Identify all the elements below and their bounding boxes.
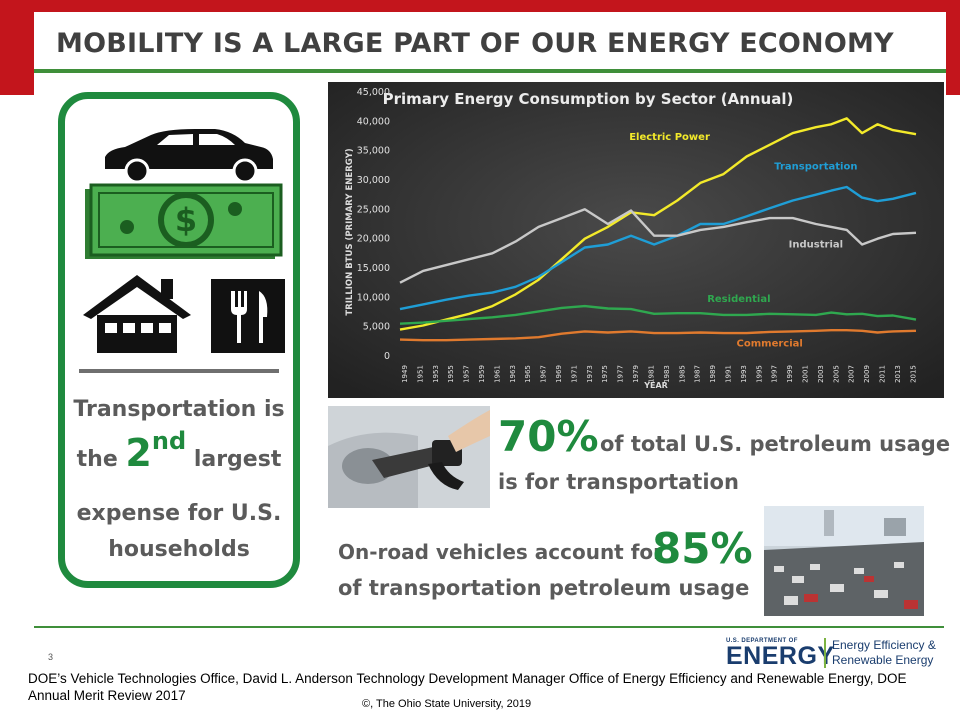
x-tick-label: 1981 — [647, 365, 655, 383]
x-tick-label: 1977 — [617, 365, 625, 383]
eere-line-2: Renewable Energy — [832, 653, 934, 667]
y-tick-label: 30,000 — [357, 175, 390, 186]
x-tick-label: 1951 — [416, 365, 424, 383]
x-tick-label: 2005 — [832, 365, 840, 383]
stat-85-text-b: of transportation petroleum usage — [338, 576, 750, 600]
x-tick-label: 2015 — [909, 365, 917, 383]
x-tick-label: 1963 — [509, 365, 517, 383]
footer-rule — [34, 626, 944, 628]
money-bill-icon: $ — [85, 183, 283, 259]
x-tick-label: 2007 — [848, 365, 856, 383]
x-tick-label: 1987 — [694, 365, 702, 383]
svg-text:$: $ — [175, 201, 197, 239]
expense-line-4: households — [108, 537, 250, 562]
energy-chart-svg: Primary Energy Consumption by Sector (An… — [328, 82, 944, 398]
chart-title: Primary Energy Consumption by Sector (An… — [383, 90, 794, 108]
y-tick-label: 20,000 — [357, 234, 390, 245]
stat-85-text-a: On-road vehicles account for — [338, 540, 664, 564]
x-tick-label: 1999 — [786, 365, 794, 383]
stat-85-percent: 85% — [652, 524, 753, 573]
series-line-electric-power — [399, 117, 917, 331]
highway-traffic-icon — [764, 506, 924, 616]
x-tick-label: 1995 — [755, 365, 763, 383]
series-label-electric-power: Electric Power — [629, 132, 710, 143]
x-tick-label: 1959 — [478, 365, 486, 383]
doe-logo-small: U.S. DEPARTMENT OF — [726, 638, 798, 644]
x-tick-label: 2001 — [801, 365, 809, 383]
series-line-commercial — [399, 328, 917, 342]
page-number: 3 — [48, 652, 54, 662]
eere-logo: Energy Efficiency & Renewable Energy — [832, 638, 936, 668]
x-tick-label: 1979 — [632, 365, 640, 383]
stat-70-text-b: is for transportation — [498, 470, 739, 494]
x-tick-label: 1971 — [570, 365, 578, 383]
chart-y-axis-label: TRILLION BTUS (PRIMARY ENERGY) — [345, 148, 355, 315]
y-tick-label: 15,000 — [357, 263, 390, 274]
x-tick-label: 1993 — [740, 365, 748, 383]
x-tick-label: 1961 — [493, 365, 501, 383]
doe-logo-big: ENERGY — [726, 642, 835, 670]
logo-separator — [824, 638, 826, 668]
y-tick-label: 35,000 — [357, 146, 390, 157]
expense-line-2-post: largest — [193, 447, 282, 472]
x-tick-label: 1957 — [463, 365, 471, 383]
x-tick-label: 1969 — [555, 365, 563, 383]
doe-logo: U.S. DEPARTMENT OF ENERGY — [726, 638, 835, 670]
series-label-commercial: Commercial — [737, 339, 803, 350]
x-tick-label: 1965 — [524, 365, 532, 383]
fuel-nozzle-icon — [328, 406, 490, 508]
expense-line-1: Transportation is — [73, 397, 285, 422]
x-tick-label: 2011 — [878, 365, 886, 383]
x-tick-label: 1973 — [586, 365, 594, 383]
series-label-residential: Residential — [707, 294, 770, 305]
stat-70-text-a: of total U.S. petroleum usage — [600, 432, 951, 456]
expense-rank-number: 2 — [125, 431, 152, 475]
fuel-nozzle-photo — [328, 406, 490, 508]
y-tick-label: 0 — [384, 351, 390, 362]
chart-background — [328, 82, 944, 398]
x-tick-label: 1967 — [540, 365, 548, 383]
car-icon — [105, 129, 273, 184]
x-tick-label: 1975 — [601, 365, 609, 383]
expense-line-2: the 2nd largest — [65, 427, 293, 475]
series-label-industrial: Industrial — [789, 239, 843, 250]
panel-divider — [79, 369, 279, 373]
stat-70-percent: 70% — [498, 412, 599, 461]
y-tick-label: 40,000 — [357, 116, 390, 127]
expense-panel: $ Transportation is the 2nd largest expe… — [58, 92, 300, 588]
energy-chart: Primary Energy Consumption by Sector (An… — [328, 82, 944, 398]
x-tick-label: 1955 — [447, 365, 455, 383]
x-tick-label: 1953 — [432, 365, 440, 383]
y-tick-label: 45,000 — [357, 87, 390, 98]
series-line-residential — [399, 304, 917, 325]
x-tick-label: 1991 — [724, 365, 732, 383]
utensils-icon — [211, 279, 285, 353]
expense-rank-suffix: nd — [151, 427, 187, 455]
x-tick-label: 2003 — [817, 365, 825, 383]
eere-line-1: Energy Efficiency & — [832, 638, 936, 652]
series-label-transportation: Transportation — [774, 161, 857, 172]
x-tick-label: 1989 — [709, 365, 717, 383]
x-tick-label: 1997 — [771, 365, 779, 383]
x-tick-label: 1983 — [663, 365, 671, 383]
highway-traffic-photo — [764, 506, 924, 616]
slide-title: MOBILITY IS A LARGE PART OF OUR ENERGY E… — [56, 28, 894, 59]
y-tick-label: 10,000 — [357, 292, 390, 303]
y-tick-label: 25,000 — [357, 204, 390, 215]
expense-rank: 2nd — [125, 427, 186, 475]
title-underline — [34, 69, 946, 73]
house-icon — [83, 275, 191, 353]
expense-line-3: expense for U.S. — [76, 501, 282, 526]
x-tick-label: 2009 — [863, 365, 871, 383]
series-line-industrial — [399, 208, 917, 284]
x-tick-label: 2013 — [894, 365, 902, 383]
expense-line-2-pre: the — [76, 447, 118, 472]
copyright-notice: ©, The Ohio State University, 2019 — [362, 698, 532, 710]
y-tick-label: 5,000 — [363, 322, 390, 333]
x-tick-label: 1985 — [678, 365, 686, 383]
x-tick-label: 1949 — [401, 365, 409, 383]
source-citation: DOE’s Vehicle Technologies Office, David… — [28, 671, 907, 703]
chart-x-axis-label: YEAR — [643, 381, 668, 390]
